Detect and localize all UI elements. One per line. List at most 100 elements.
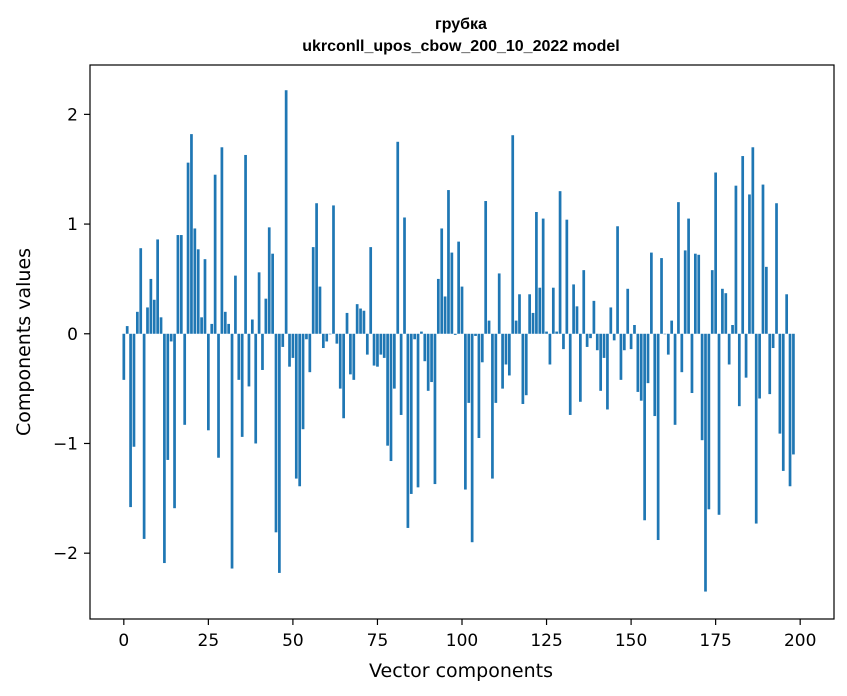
bar bbox=[558, 191, 562, 334]
bar bbox=[135, 311, 139, 334]
bar bbox=[294, 333, 298, 479]
bar bbox=[470, 333, 474, 543]
x-tick-label: 0 bbox=[118, 631, 129, 651]
x-tick-label: 175 bbox=[699, 631, 731, 651]
bar bbox=[359, 308, 362, 334]
bars-group bbox=[122, 90, 795, 592]
bar bbox=[308, 333, 312, 373]
x-tick-label: 100 bbox=[446, 631, 478, 651]
bar bbox=[541, 218, 545, 334]
bar bbox=[497, 273, 501, 334]
bar bbox=[565, 219, 569, 334]
bar bbox=[250, 319, 254, 334]
bar bbox=[426, 333, 430, 391]
bar bbox=[318, 286, 322, 334]
bar bbox=[690, 333, 694, 394]
bar bbox=[748, 194, 751, 334]
y-axis-label: Components values bbox=[13, 248, 35, 436]
bar bbox=[254, 333, 258, 444]
chart-title: грубка bbox=[435, 16, 487, 33]
bar bbox=[660, 258, 663, 334]
bar bbox=[511, 135, 515, 334]
bar bbox=[179, 235, 183, 334]
bar bbox=[592, 300, 596, 334]
bar bbox=[761, 184, 765, 334]
bar bbox=[524, 333, 528, 396]
bar bbox=[288, 333, 291, 367]
bar bbox=[507, 333, 511, 376]
x-tick-label: 200 bbox=[784, 631, 816, 651]
bar bbox=[186, 162, 190, 334]
bar bbox=[744, 333, 748, 378]
plot-frame bbox=[89, 64, 835, 620]
bar bbox=[700, 333, 704, 441]
bar bbox=[792, 333, 795, 455]
bar bbox=[244, 154, 247, 334]
bar bbox=[599, 333, 603, 391]
bar bbox=[190, 134, 193, 334]
bar bbox=[548, 333, 552, 365]
bar bbox=[399, 333, 403, 415]
bar bbox=[227, 323, 231, 334]
bar bbox=[480, 333, 484, 363]
bar bbox=[433, 333, 437, 485]
bar bbox=[535, 212, 538, 334]
bar bbox=[741, 156, 745, 334]
bar bbox=[328, 333, 332, 335]
bar bbox=[406, 333, 410, 528]
bar bbox=[636, 333, 640, 392]
bar bbox=[551, 287, 555, 334]
bar bbox=[582, 270, 586, 334]
bar bbox=[467, 333, 471, 403]
bar bbox=[484, 201, 488, 334]
x-tick-label: 25 bbox=[198, 631, 220, 651]
y-tick-label: 1 bbox=[67, 215, 78, 235]
bar bbox=[409, 333, 413, 494]
bar bbox=[311, 247, 315, 334]
bar bbox=[717, 333, 721, 515]
bar bbox=[619, 333, 623, 380]
bar bbox=[325, 333, 329, 342]
bar bbox=[413, 333, 417, 340]
bar bbox=[420, 331, 423, 334]
bar bbox=[453, 333, 457, 335]
bar bbox=[284, 90, 288, 334]
bar bbox=[568, 333, 572, 415]
bar bbox=[643, 333, 646, 521]
y-tick-label: −2 bbox=[53, 544, 78, 564]
bar bbox=[704, 333, 707, 592]
bar bbox=[176, 235, 180, 334]
bar bbox=[335, 333, 339, 344]
bar bbox=[663, 333, 667, 335]
bar bbox=[376, 333, 379, 367]
y-tick-label: 2 bbox=[67, 105, 78, 125]
bar bbox=[369, 247, 373, 334]
bar bbox=[606, 333, 609, 410]
bar bbox=[393, 333, 396, 389]
x-tick-label: 150 bbox=[615, 631, 647, 651]
bar bbox=[572, 284, 575, 334]
bar bbox=[146, 307, 149, 334]
bar bbox=[193, 228, 197, 334]
bar bbox=[267, 227, 271, 334]
x-tick-label: 125 bbox=[530, 631, 562, 651]
bar bbox=[200, 317, 203, 334]
bar bbox=[487, 320, 491, 334]
bar bbox=[305, 333, 308, 340]
bar bbox=[788, 333, 792, 487]
bar bbox=[727, 333, 731, 365]
bar bbox=[629, 333, 633, 350]
bar bbox=[758, 333, 761, 399]
bar bbox=[440, 228, 444, 334]
bar bbox=[274, 333, 278, 533]
bar bbox=[514, 320, 518, 334]
bar bbox=[785, 294, 789, 334]
bar bbox=[125, 326, 129, 334]
bar bbox=[646, 333, 650, 384]
bar bbox=[633, 325, 636, 334]
bar bbox=[355, 304, 359, 334]
y-tick-label: −1 bbox=[53, 434, 78, 454]
bar bbox=[196, 249, 200, 334]
bar bbox=[653, 333, 657, 417]
bar bbox=[321, 333, 325, 349]
